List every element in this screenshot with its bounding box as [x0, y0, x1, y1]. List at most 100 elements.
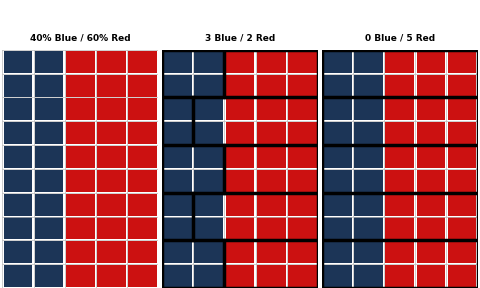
Bar	[288, 122, 317, 144]
Bar	[128, 194, 157, 216]
Bar	[385, 122, 414, 144]
Bar	[128, 241, 157, 263]
Bar	[97, 241, 126, 263]
Bar	[4, 217, 32, 239]
Bar	[323, 146, 352, 168]
Bar	[323, 51, 352, 73]
Bar	[323, 217, 352, 239]
Bar	[288, 241, 317, 263]
Bar	[417, 265, 445, 287]
Bar	[128, 122, 157, 144]
Bar	[385, 194, 414, 216]
Bar	[323, 170, 352, 192]
Bar	[385, 170, 414, 192]
Bar	[128, 265, 157, 287]
Bar	[417, 98, 445, 120]
Bar	[35, 51, 63, 73]
Bar	[66, 75, 95, 96]
Bar	[163, 51, 192, 73]
Bar	[66, 98, 95, 120]
Bar	[4, 122, 32, 144]
Bar	[257, 51, 286, 73]
Bar	[66, 217, 95, 239]
Bar	[163, 170, 192, 192]
Bar	[35, 98, 63, 120]
Bar	[97, 122, 126, 144]
Bar	[226, 98, 254, 120]
Bar	[354, 146, 383, 168]
Bar	[417, 122, 445, 144]
Bar	[354, 51, 383, 73]
Bar	[97, 146, 126, 168]
Bar	[354, 217, 383, 239]
Text: B: B	[234, 6, 246, 21]
Bar	[288, 170, 317, 192]
Bar	[257, 122, 286, 144]
Bar	[35, 265, 63, 287]
Bar	[226, 122, 254, 144]
Bar	[4, 51, 32, 73]
Bar	[323, 75, 352, 96]
Bar	[4, 241, 32, 263]
Bar	[354, 75, 383, 96]
Bar	[226, 75, 254, 96]
Bar	[97, 170, 126, 192]
Bar	[128, 98, 157, 120]
Bar	[4, 146, 32, 168]
Bar	[448, 146, 476, 168]
Bar	[257, 75, 286, 96]
Bar	[128, 146, 157, 168]
Bar	[97, 75, 126, 96]
Bar	[448, 265, 476, 287]
Bar	[385, 146, 414, 168]
Bar	[448, 51, 476, 73]
Text: 40% Blue / 60% Red: 40% Blue / 60% Red	[30, 34, 131, 43]
Bar	[448, 217, 476, 239]
Bar	[323, 241, 352, 263]
Bar	[66, 170, 95, 192]
Bar	[4, 170, 32, 192]
Text: 3 Blue / 2 Red: 3 Blue / 2 Red	[205, 34, 275, 43]
Bar	[385, 265, 414, 287]
Bar	[163, 241, 192, 263]
Bar	[417, 170, 445, 192]
Bar	[194, 170, 223, 192]
Bar	[35, 146, 63, 168]
Bar	[354, 98, 383, 120]
Bar	[194, 194, 223, 216]
Bar	[128, 170, 157, 192]
Bar	[448, 241, 476, 263]
Bar	[417, 51, 445, 73]
Bar	[323, 122, 352, 144]
Bar	[128, 217, 157, 239]
Bar	[257, 241, 286, 263]
Bar	[163, 265, 192, 287]
Text: A: A	[74, 6, 86, 21]
Bar	[448, 122, 476, 144]
Bar	[257, 194, 286, 216]
Bar	[128, 51, 157, 73]
Bar	[288, 75, 317, 96]
Bar	[385, 75, 414, 96]
Bar	[257, 98, 286, 120]
Bar	[288, 265, 317, 287]
Bar	[4, 75, 32, 96]
Bar	[257, 170, 286, 192]
Bar	[97, 265, 126, 287]
Bar	[226, 170, 254, 192]
Bar	[288, 194, 317, 216]
Bar	[194, 51, 223, 73]
Bar	[417, 217, 445, 239]
Bar	[226, 146, 254, 168]
Bar	[417, 194, 445, 216]
Bar	[288, 51, 317, 73]
Bar	[323, 98, 352, 120]
Bar	[194, 265, 223, 287]
Bar	[226, 265, 254, 287]
Bar	[257, 217, 286, 239]
Bar	[226, 51, 254, 73]
Bar	[385, 241, 414, 263]
Bar	[66, 241, 95, 263]
Bar	[66, 51, 95, 73]
Bar	[4, 265, 32, 287]
